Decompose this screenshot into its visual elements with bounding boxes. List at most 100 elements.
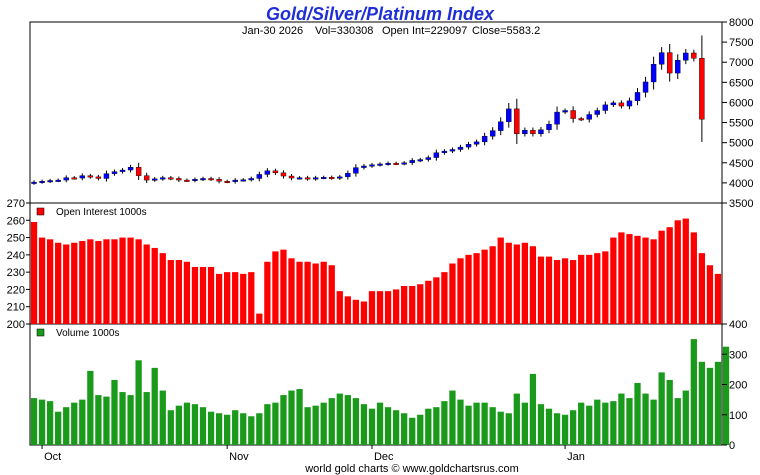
volume-bar [95,395,102,445]
open-interest-tick-label: 200 [7,319,25,331]
price-candle [522,129,528,135]
open-interest-bar [626,234,633,324]
price-candle [691,52,697,59]
open-interest-bar [545,256,553,324]
open-interest-tick-label: 270 [7,198,25,210]
price-candle [71,177,77,180]
volume-bar [570,410,577,445]
x-tick-label: Dec [374,451,394,463]
open-interest-bar [46,239,54,324]
open-interest-bar [618,232,625,324]
price-candle [546,123,552,130]
volume-bar [240,413,247,445]
volume-bar [103,396,110,445]
volume-bar [578,402,585,445]
open-interest-bar [376,291,384,324]
open-interest-bar [417,284,424,324]
price-candle [361,165,367,168]
price-candle [345,173,351,178]
price-candles [31,35,705,185]
price-candle [216,179,222,182]
open-interest-tick-label: 250 [7,233,25,245]
volume-bar [312,405,319,445]
price-candle [208,178,214,181]
price-candle [699,58,705,120]
volume-bar [521,402,528,445]
open-interest-bar [143,244,150,324]
price-candle [554,111,560,125]
open-interest-tick-label: 260 [7,215,25,227]
price-candle [626,100,633,107]
volume-bar [191,404,199,445]
price-candle [103,173,110,179]
volume-bar [232,410,239,445]
price-candle [481,136,488,143]
volume-bar [642,393,649,445]
volume-bar [264,404,271,445]
volume-bar [256,413,263,445]
price-candle [650,64,657,83]
price-candle [264,170,271,175]
price-candle [240,179,246,182]
open-interest-bar [497,237,504,324]
volume-bar [384,407,392,445]
volume-bar [682,390,689,445]
volume-bar [505,413,512,445]
open-interest-bar [215,273,223,324]
open-interest-bar [602,251,609,324]
price-candle [329,177,335,179]
volume-bar [602,402,609,445]
open-interest-bar [481,249,488,324]
info-open-interest: Open Int=229097 [382,25,467,37]
price-candle [176,178,182,181]
volume-panel-frame [29,323,723,446]
open-interest-bar [151,247,158,324]
volume-bar [650,399,657,445]
price-candle [594,110,600,115]
price-candle [321,177,327,179]
price-candle [95,176,102,179]
open-interest-bar [610,237,617,324]
price-candle [168,177,174,180]
open-interest-bar [296,261,303,324]
open-interest-bar [698,253,706,324]
volume-bar [529,373,537,445]
open-interest-bar [111,239,118,324]
volume-bar [594,399,601,445]
open-interest-bar [578,254,585,324]
price-candle [473,141,480,145]
volume-bar [722,346,730,445]
price-candle [248,178,254,181]
price-candle [160,177,166,180]
price-candle [280,172,287,177]
volume-bars [30,339,730,445]
open-interest-bar [344,296,351,324]
price-candle [498,121,504,131]
volume-bar [586,405,593,445]
price-tick-label: 7500 [729,37,753,49]
open-interest-bar [272,251,279,324]
open-interest-bar [642,237,649,324]
x-tick-label: Oct [44,451,61,463]
open-interest-bar [425,280,432,324]
volume-bar [127,395,134,445]
volume-bar [79,399,86,445]
volume-bar [698,361,706,445]
price-candle [658,52,665,65]
open-interest-bar [706,265,714,324]
volume-bar [666,379,673,445]
price-candle [63,177,69,181]
open-interest-bar [63,244,70,324]
open-interest-bar [55,242,62,324]
volume-bar [143,392,150,445]
price-tick-label: 4500 [729,158,753,170]
price-candle [530,129,536,135]
volume-bar [376,402,384,445]
open-interest-bar [465,254,472,324]
price-candle [184,179,190,182]
price-candle [538,129,544,135]
volume-bar [320,402,327,445]
volume-bar [634,382,641,445]
volume-bar [409,417,416,445]
